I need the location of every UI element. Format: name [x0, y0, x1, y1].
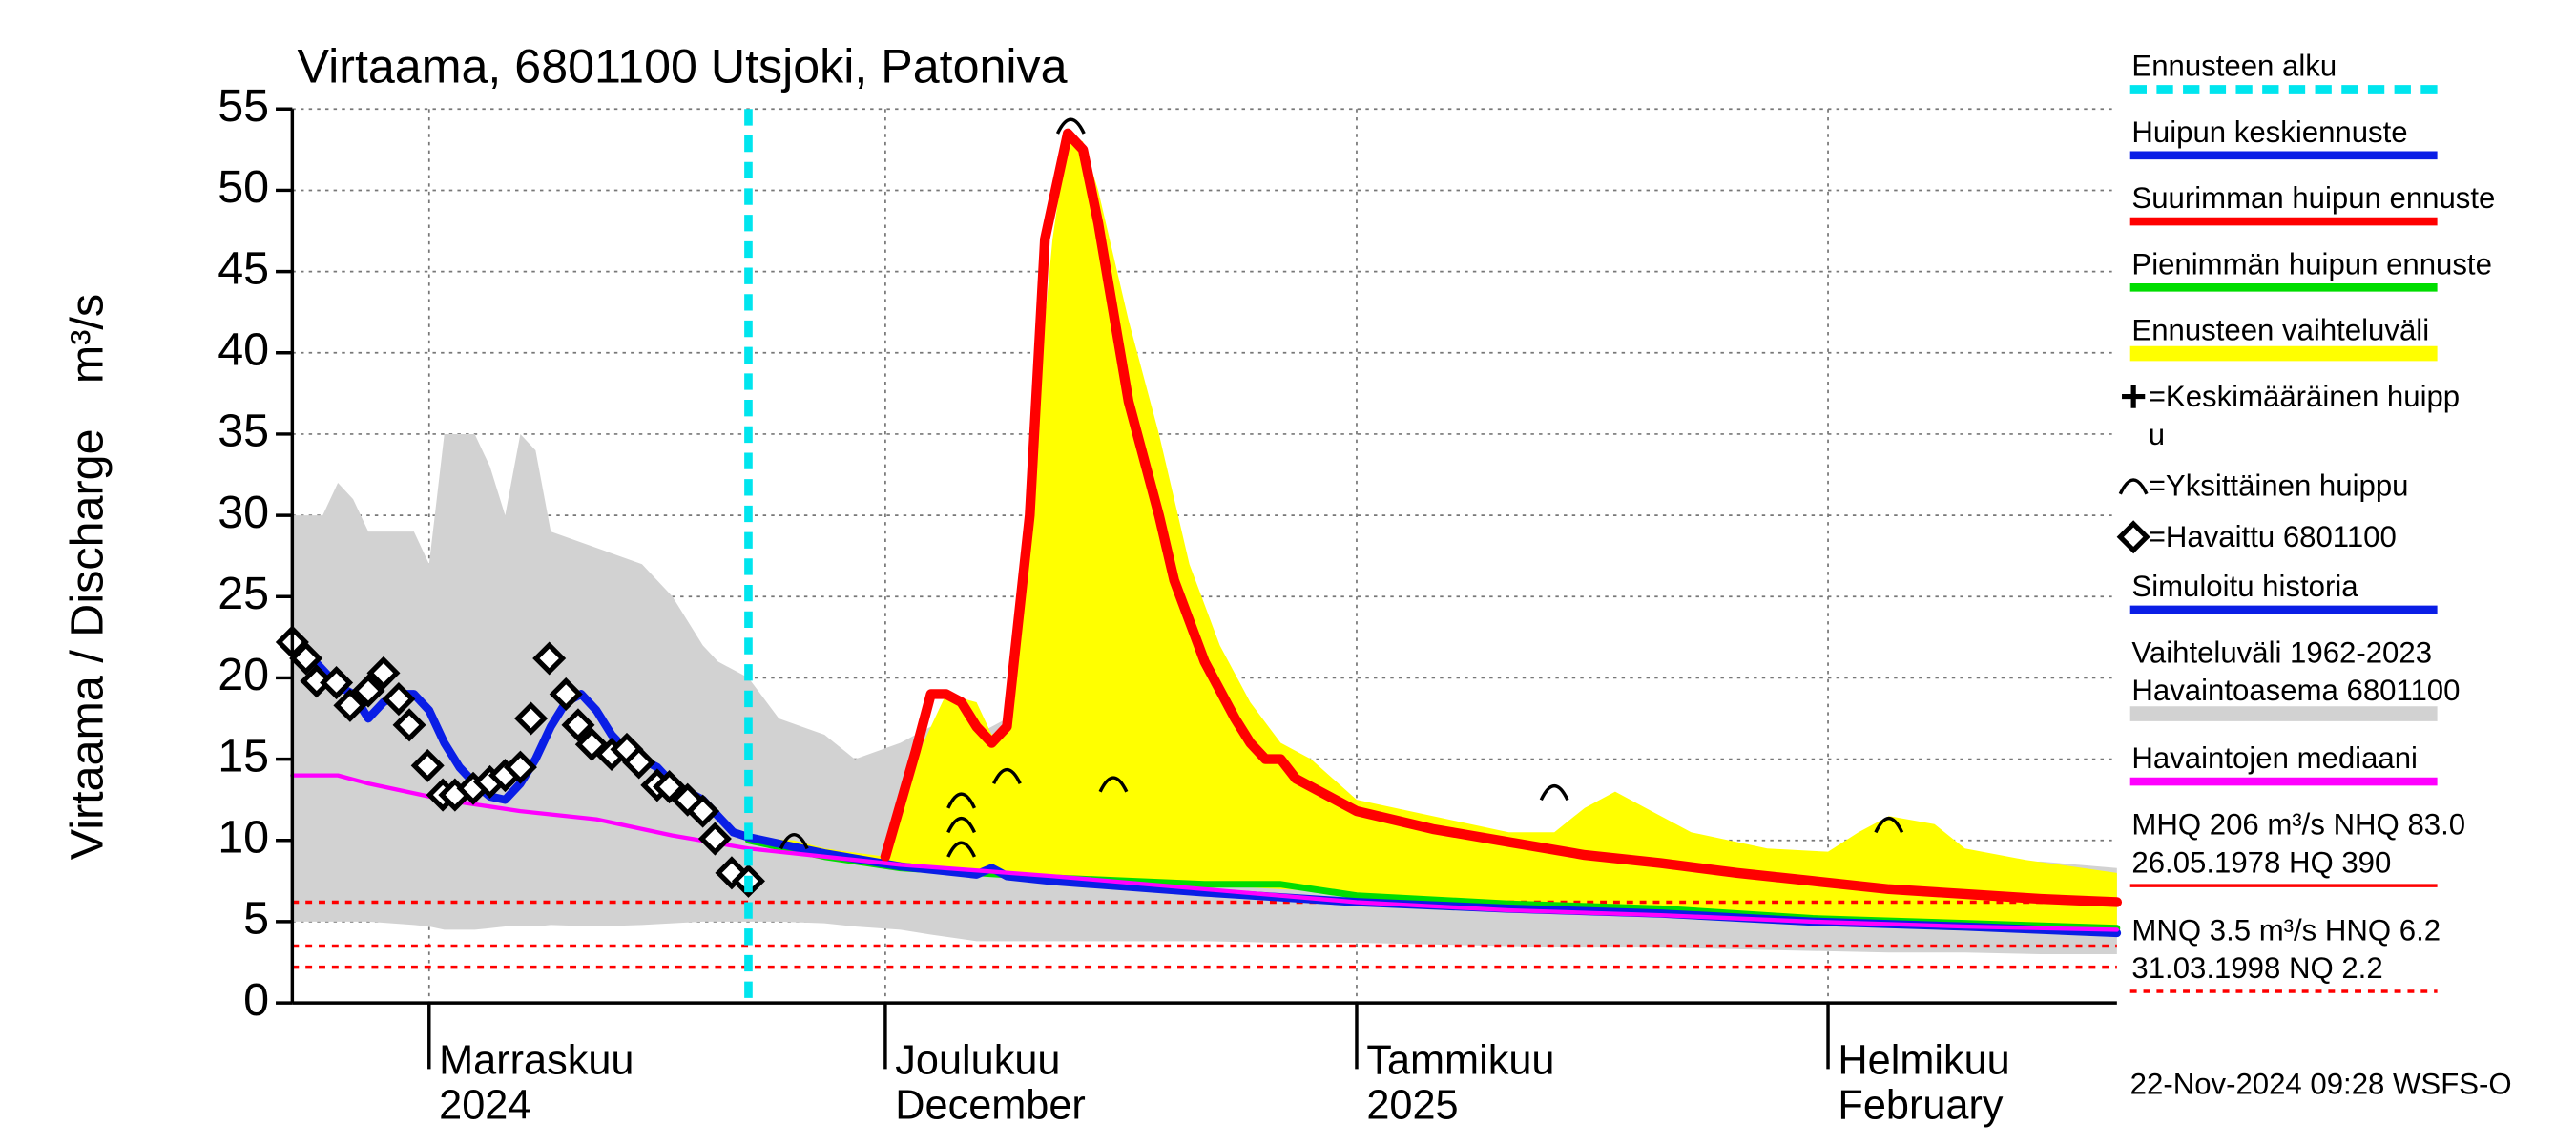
peak-marker — [946, 841, 977, 858]
chart-title: Virtaama, 6801100 Utsjoki, Patoniva — [298, 40, 1068, 94]
peak-marker — [946, 792, 977, 809]
legend-label: 31.03.1998 NQ 2.2 — [2131, 951, 2382, 985]
legend: Ennusteen alku Huipun keskiennuste Suurimm… — [2116, 50, 2495, 993]
legend-label: Pienimmän huipun ennuste — [2131, 247, 2492, 281]
y-tick-label: 30 — [218, 487, 269, 538]
legend-label: Ennusteen alku — [2131, 50, 2337, 83]
legend-label: Havaintojen mediaani — [2131, 741, 2418, 775]
peak-marker — [1874, 816, 1904, 834]
peak-marker — [2118, 478, 2149, 495]
peak-marker — [1055, 117, 1086, 135]
x-tick-label: Joulukuu — [895, 1038, 1060, 1084]
y-tick-label: 55 — [218, 80, 269, 132]
observed-marker — [392, 708, 426, 742]
legend-label: Suurimman huipun ennuste — [2131, 181, 2495, 215]
y-tick-label: 50 — [218, 161, 269, 213]
range-band — [748, 133, 2117, 928]
observed-marker — [653, 770, 687, 804]
peak-marker — [1539, 783, 1569, 802]
footer: 22-Nov-2024 09:28 WSFS-O — [2130, 1067, 2512, 1100]
observed-marker — [300, 664, 334, 698]
plot-data — [275, 109, 2123, 1004]
observed-marker — [514, 701, 549, 736]
y-tick-label: 0 — [243, 974, 269, 1026]
mean-peak-marker — [2122, 385, 2146, 408]
axes: 0510152025303540455055Marraskuu2024Joulu… — [218, 80, 2117, 1128]
y-tick-label: 5 — [243, 893, 269, 945]
x-tick-label: Tammikuu — [1366, 1038, 1554, 1084]
legend-label: =Keskimääräinen huipp — [2149, 380, 2460, 413]
peak-marker — [1098, 776, 1129, 793]
legend-label: Ennusteen vaihteluväli — [2131, 314, 2429, 347]
observed-marker — [366, 656, 401, 690]
peak-marker — [779, 833, 809, 850]
observed-marker — [561, 708, 595, 742]
x-tick-label: December — [895, 1082, 1086, 1128]
series-line — [290, 773, 2120, 932]
legend-label: Havaintoasema 6801100 — [2131, 674, 2460, 707]
legend-label: u — [2149, 418, 2165, 451]
x-tick-label: 2025 — [1366, 1082, 1458, 1128]
observed-marker — [382, 682, 416, 717]
y-tick-label: 45 — [218, 242, 269, 294]
x-tick-label: February — [1838, 1082, 2003, 1128]
legend-label: =Havaittu 6801100 — [2149, 520, 2397, 553]
y-tick-label: 40 — [218, 324, 269, 376]
legend-label: Vaihteluväli 1962-2023 — [2131, 635, 2432, 669]
observed-marker — [622, 745, 656, 780]
series-line — [880, 128, 2123, 907]
y-axis-label: Virtaama / Discharge — [61, 428, 113, 860]
observed-marker — [503, 750, 537, 784]
observed-marker — [333, 688, 367, 722]
observed-marker — [320, 666, 354, 700]
legend-label: =Yksittäinen huippu — [2149, 468, 2409, 502]
legend-label: Huipun keskiennuste — [2131, 115, 2407, 149]
observed-marker — [351, 674, 385, 708]
y-tick-label: 15 — [218, 730, 269, 781]
y-tick-label: 35 — [218, 406, 269, 457]
observed-marker — [697, 822, 732, 856]
peak-marker — [946, 816, 977, 834]
x-tick-label: 2024 — [439, 1082, 530, 1128]
y-axis-unit: m³/s — [61, 294, 113, 384]
observed-marker — [532, 641, 567, 676]
observed-marker — [2116, 520, 2150, 554]
x-tick-label: Marraskuu — [439, 1038, 634, 1084]
observed-marker — [289, 641, 323, 676]
y-tick-label: 10 — [218, 812, 269, 864]
legend-label: 26.05.1978 HQ 390 — [2131, 845, 2391, 879]
y-tick-label: 25 — [218, 568, 269, 619]
observed-marker — [549, 677, 583, 711]
observed-marker — [410, 748, 445, 782]
x-tick-label: Helmikuu — [1838, 1038, 2009, 1084]
observed-marker — [686, 794, 720, 828]
legend-label: MHQ 206 m³/s NHQ 83.0 — [2131, 807, 2465, 841]
y-tick-label: 20 — [218, 649, 269, 700]
peak-marker — [991, 767, 1022, 785]
legend-label: Simuloitu historia — [2131, 570, 2358, 603]
legend-label: MNQ 3.5 m³/s HNQ 6.2 — [2131, 913, 2441, 947]
observed-marker — [715, 856, 749, 890]
